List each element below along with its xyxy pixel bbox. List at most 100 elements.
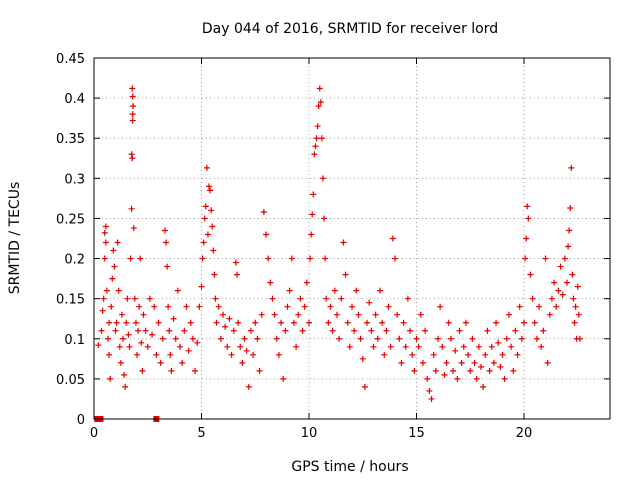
data-point — [170, 315, 177, 322]
data-point — [210, 247, 217, 254]
y-tick-label: 0.3 — [64, 172, 85, 187]
data-point — [230, 327, 237, 334]
data-point — [157, 359, 164, 366]
data-point — [247, 327, 254, 334]
data-point — [220, 311, 226, 318]
data-point — [102, 223, 109, 230]
data-point — [95, 342, 102, 349]
y-tick-label: 0.45 — [56, 52, 85, 67]
data-point — [413, 335, 420, 342]
data-point — [432, 367, 439, 374]
data-point — [199, 255, 206, 262]
data-point — [233, 271, 240, 278]
data-point — [260, 209, 267, 216]
data-point — [404, 295, 411, 302]
data-point — [447, 335, 454, 342]
data-point — [426, 387, 433, 394]
data-point — [569, 271, 576, 278]
data-point — [138, 339, 145, 346]
x-tick-label: 5 — [197, 426, 205, 441]
data-point — [161, 227, 168, 234]
data-point — [473, 375, 480, 382]
data-point — [522, 255, 529, 262]
data-point — [288, 255, 295, 262]
data-point — [112, 327, 119, 334]
data-point — [258, 311, 265, 318]
data-point — [286, 287, 293, 294]
data-point — [314, 123, 321, 130]
data-point — [381, 351, 388, 358]
data-point — [107, 375, 114, 382]
data-point — [104, 335, 111, 342]
data-point — [488, 343, 495, 350]
data-point — [98, 327, 105, 334]
y-tick-label: 0.35 — [56, 132, 85, 147]
data-point — [129, 117, 136, 124]
data-point — [435, 335, 441, 342]
data-point — [198, 283, 205, 290]
data-point — [576, 335, 583, 342]
data-point — [323, 295, 330, 302]
data-point — [106, 351, 113, 358]
data-point — [514, 351, 521, 358]
data-point — [159, 335, 166, 342]
data-point — [402, 343, 409, 350]
data-point — [179, 359, 186, 366]
data-point — [164, 263, 171, 270]
data-point — [482, 351, 489, 358]
data-point — [359, 355, 366, 362]
data-point — [224, 343, 231, 350]
data-point — [574, 283, 581, 290]
data-point — [333, 311, 340, 318]
data-point — [126, 343, 133, 350]
data-point — [564, 279, 570, 286]
data-point — [181, 327, 188, 334]
data-point — [303, 279, 310, 286]
data-point — [269, 295, 276, 302]
data-point — [174, 287, 181, 294]
data-point — [99, 307, 106, 314]
data-point — [196, 303, 203, 310]
data-point — [544, 359, 551, 366]
data-point — [315, 103, 322, 110]
data-point — [129, 111, 136, 118]
data-point — [106, 319, 113, 326]
data-point — [499, 351, 506, 358]
data-point — [452, 347, 459, 354]
data-point — [392, 255, 398, 262]
data-point — [419, 359, 426, 366]
y-tick-label: 0.05 — [56, 373, 85, 388]
data-point — [524, 203, 531, 210]
data-point — [338, 295, 345, 302]
data-point — [102, 239, 109, 246]
data-point — [203, 164, 210, 171]
data-point — [357, 335, 364, 342]
data-point — [407, 327, 414, 334]
data-point — [548, 295, 555, 302]
data-point — [460, 343, 467, 350]
data-point — [168, 367, 175, 374]
data-point — [462, 319, 469, 326]
data-point — [125, 331, 132, 338]
data-point — [510, 367, 517, 374]
data-point — [501, 375, 508, 382]
data-point — [165, 303, 172, 310]
data-point — [101, 255, 108, 262]
data-point — [245, 383, 252, 390]
data-point — [207, 187, 214, 194]
data-point — [185, 347, 192, 354]
data-point — [387, 343, 394, 350]
data-point — [321, 215, 328, 222]
data-point — [458, 359, 465, 366]
data-point — [495, 339, 502, 346]
data-point — [370, 343, 377, 350]
y-tick-label: 0.2 — [64, 253, 85, 268]
data-point — [518, 335, 525, 342]
data-point — [123, 319, 130, 326]
data-point — [211, 271, 218, 278]
data-point — [232, 259, 239, 266]
data-point — [130, 225, 137, 232]
data-point — [149, 331, 156, 338]
y-tick-label: 0.4 — [64, 92, 85, 107]
